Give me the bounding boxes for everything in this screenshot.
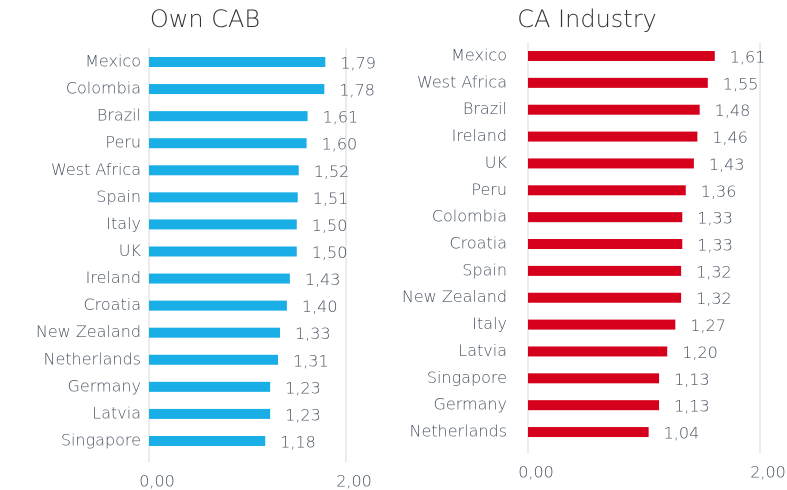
category-label: Spain <box>462 260 507 279</box>
bar <box>149 111 308 122</box>
category-label: Latvia <box>458 341 507 360</box>
category-label: Latvia <box>92 403 141 422</box>
value-label: 1,43 <box>305 270 341 289</box>
category-label: Italy <box>472 314 507 333</box>
category-label: UK <box>119 241 142 260</box>
bar <box>149 273 290 284</box>
value-label: 1,78 <box>339 81 375 100</box>
bar <box>528 212 683 223</box>
bar <box>149 165 299 176</box>
category-label: Netherlands <box>409 422 507 441</box>
bar <box>528 400 660 411</box>
value-label: 1,27 <box>690 316 726 335</box>
category-label: Singapore <box>61 430 141 449</box>
category-label: Croatia <box>449 234 507 253</box>
value-label: 1,04 <box>664 424 700 443</box>
bar <box>528 77 708 88</box>
category-label: Ireland <box>452 126 507 145</box>
category-label: Brazil <box>97 106 141 125</box>
category-label: Ireland <box>86 268 141 287</box>
category-label: New Zealand <box>402 287 507 306</box>
bar <box>149 381 271 392</box>
value-label: 1,40 <box>302 297 338 316</box>
value-label: 1,32 <box>696 289 732 308</box>
value-label: 1,36 <box>701 182 737 201</box>
value-label: 1,48 <box>715 101 751 120</box>
bar <box>528 346 668 357</box>
bar <box>528 265 682 276</box>
bar <box>149 84 325 95</box>
bar <box>149 435 266 446</box>
value-label: 1,31 <box>293 351 329 370</box>
value-label: 1,50 <box>312 216 348 235</box>
category-label: Croatia <box>83 295 141 314</box>
category-label: Netherlands <box>43 349 141 368</box>
bar <box>528 319 676 330</box>
value-label: 1,43 <box>709 155 745 174</box>
value-label: 1,55 <box>723 74 759 93</box>
value-label: 1,46 <box>712 128 748 147</box>
category-label: Spain <box>96 187 141 206</box>
value-label: 1,33 <box>697 236 733 255</box>
x-tick-label: 0,00 <box>518 463 554 482</box>
chart-title: Own CAB <box>150 5 260 33</box>
bar <box>149 192 298 203</box>
bar <box>149 300 287 311</box>
chart-title: CA Industry <box>517 5 657 33</box>
bar <box>528 158 694 169</box>
bar <box>528 373 660 384</box>
value-label: 1,50 <box>312 243 348 262</box>
x-tick-label: 2,00 <box>336 472 372 490</box>
category-label: West Africa <box>51 160 141 179</box>
category-label: Mexico <box>451 46 507 65</box>
bar <box>149 57 326 67</box>
value-label: 1,23 <box>285 378 321 397</box>
bar <box>528 131 698 142</box>
bar <box>528 239 683 250</box>
value-label: 1,33 <box>295 324 331 343</box>
bar <box>528 292 682 303</box>
bar <box>149 354 279 365</box>
value-label: 1,60 <box>322 135 358 154</box>
x-tick-label: 2,00 <box>750 463 786 482</box>
bar <box>149 327 281 338</box>
category-label: Germany <box>433 395 507 414</box>
category-label: Mexico <box>85 52 141 71</box>
bar <box>149 246 297 257</box>
category-label: Colombia <box>432 207 507 226</box>
value-label: 1,61 <box>730 48 766 67</box>
category-label: Brazil <box>463 99 507 118</box>
value-label: 1,18 <box>280 432 316 451</box>
category-label: West Africa <box>417 72 507 91</box>
category-label: Peru <box>471 180 507 199</box>
value-label: 1,20 <box>682 343 718 362</box>
bar <box>149 219 297 230</box>
bar <box>528 51 715 61</box>
value-label: 1,32 <box>696 262 732 281</box>
category-label: Singapore <box>427 368 507 387</box>
bar <box>528 427 649 438</box>
category-label: Colombia <box>66 79 141 98</box>
bar <box>149 138 307 149</box>
category-label: New Zealand <box>36 322 141 341</box>
value-label: 1,52 <box>314 162 350 181</box>
bar <box>528 185 686 196</box>
value-label: 1,13 <box>674 397 710 416</box>
category-label: UK <box>485 153 508 172</box>
value-label: 1,23 <box>285 405 321 424</box>
category-label: Germany <box>67 376 141 395</box>
value-label: 1,51 <box>313 189 349 208</box>
category-label: Italy <box>106 214 141 233</box>
bar <box>149 408 271 419</box>
value-label: 1,33 <box>697 209 733 228</box>
value-label: 1,13 <box>674 370 710 389</box>
bar <box>528 104 700 115</box>
category-label: Peru <box>105 133 141 152</box>
x-tick-label: 0,00 <box>139 472 175 490</box>
value-label: 1,61 <box>323 108 359 127</box>
value-label: 1,79 <box>340 54 376 73</box>
